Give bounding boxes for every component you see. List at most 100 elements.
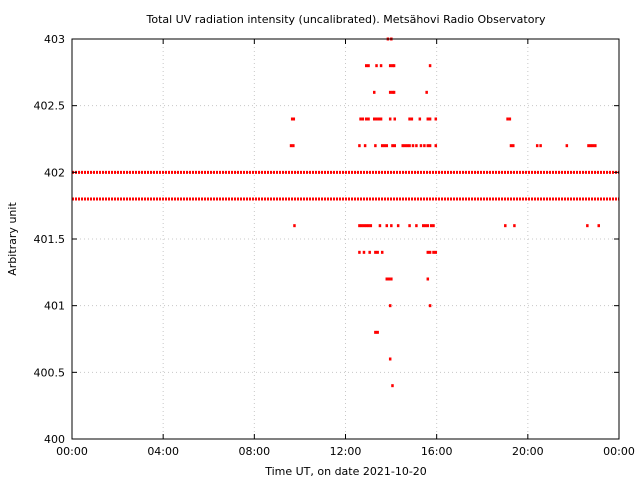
data-point bbox=[587, 144, 590, 148]
data-point bbox=[434, 117, 438, 121]
y-tick-label: 400.5 bbox=[34, 366, 66, 379]
data-point bbox=[390, 224, 393, 228]
data-point bbox=[365, 64, 368, 68]
data-point bbox=[434, 250, 438, 254]
data-point bbox=[428, 144, 432, 148]
x-tick-label: 00:00 bbox=[56, 445, 88, 458]
y-tick-label: 401 bbox=[44, 300, 65, 313]
data-point bbox=[387, 277, 391, 281]
x-axis: 00:00 04:00 08:00 12:00 16:00 20:00 00:00 bbox=[56, 39, 635, 458]
x-tick-label: 08:00 bbox=[238, 445, 270, 458]
data-point bbox=[374, 330, 377, 334]
data-point bbox=[428, 304, 432, 308]
data-point bbox=[390, 277, 393, 281]
data-point bbox=[421, 224, 425, 228]
data-point bbox=[426, 117, 430, 121]
data-point bbox=[424, 224, 427, 228]
data-point bbox=[591, 144, 595, 148]
data-point bbox=[506, 117, 509, 121]
x-axis-label: Time UT, on date 2021-10-20 bbox=[264, 465, 427, 478]
data-point bbox=[388, 357, 392, 361]
data-point bbox=[425, 90, 428, 94]
data-point bbox=[428, 117, 432, 121]
data-point bbox=[513, 224, 516, 228]
data-point bbox=[392, 90, 396, 94]
data-point bbox=[432, 250, 435, 254]
data-point bbox=[565, 144, 569, 148]
data-point bbox=[380, 250, 384, 254]
data-point bbox=[423, 144, 426, 148]
data-point bbox=[415, 144, 418, 148]
data-point bbox=[391, 144, 394, 148]
data-point bbox=[403, 144, 407, 148]
data-point bbox=[358, 144, 361, 148]
data-point bbox=[408, 117, 411, 121]
data-point bbox=[363, 144, 367, 148]
data-point bbox=[388, 90, 392, 94]
chart-title: Total UV radiation intensity (uncalibrat… bbox=[146, 13, 546, 26]
data-point bbox=[358, 224, 361, 228]
data-point bbox=[432, 224, 435, 228]
data-point bbox=[379, 64, 383, 68]
data-point bbox=[393, 117, 397, 121]
data-point bbox=[539, 144, 542, 148]
data-point bbox=[428, 64, 432, 68]
data-point bbox=[362, 250, 366, 254]
data-point bbox=[361, 117, 365, 121]
y-axis: 400 400.5 401 401.5 402 402.5 403 bbox=[34, 33, 619, 446]
data-point bbox=[508, 117, 512, 121]
data-point bbox=[512, 144, 515, 148]
data-point bbox=[388, 304, 392, 308]
data-point bbox=[597, 224, 600, 228]
data-point bbox=[372, 117, 376, 121]
data-point bbox=[375, 117, 378, 121]
data-point bbox=[380, 144, 384, 148]
data-point bbox=[369, 224, 373, 228]
y-tick-label: 401.5 bbox=[34, 233, 66, 246]
data-point bbox=[365, 224, 368, 228]
data-point bbox=[406, 144, 409, 148]
data-point bbox=[388, 117, 392, 121]
data-point bbox=[426, 224, 430, 228]
data-point bbox=[388, 64, 392, 68]
y-tick-label: 400 bbox=[44, 433, 65, 446]
data-point bbox=[586, 224, 589, 228]
data-point bbox=[418, 117, 422, 121]
data-point bbox=[411, 144, 415, 148]
data-point bbox=[375, 64, 378, 68]
data-point bbox=[367, 117, 370, 121]
data-point bbox=[289, 144, 293, 148]
data-point bbox=[292, 117, 296, 121]
data-point bbox=[391, 384, 394, 388]
data-point bbox=[292, 144, 295, 148]
data-point bbox=[293, 224, 296, 228]
data-point bbox=[391, 90, 394, 94]
data-point bbox=[367, 224, 370, 228]
x-tick-label: 04:00 bbox=[147, 445, 179, 458]
data-point bbox=[396, 224, 400, 228]
data-point bbox=[401, 144, 404, 148]
data-point bbox=[419, 144, 423, 148]
data-point bbox=[594, 144, 597, 148]
data-point bbox=[589, 144, 593, 148]
data-point bbox=[393, 144, 397, 148]
data-point bbox=[379, 117, 383, 121]
data-point bbox=[374, 144, 377, 148]
y-tick-label: 402 bbox=[44, 166, 65, 179]
data-point bbox=[535, 144, 539, 148]
data-point bbox=[365, 117, 368, 121]
data-point bbox=[359, 117, 362, 121]
data-point bbox=[391, 64, 394, 68]
data-point bbox=[372, 90, 376, 94]
data-point bbox=[504, 224, 507, 228]
data-point bbox=[429, 224, 433, 228]
data-point bbox=[376, 330, 379, 334]
data-point bbox=[426, 144, 430, 148]
y-axis-label: Arbitrary unit bbox=[6, 202, 19, 276]
x-tick-label: 12:00 bbox=[330, 445, 362, 458]
data-point bbox=[378, 224, 382, 228]
data-point bbox=[360, 224, 363, 228]
data-point bbox=[408, 224, 411, 228]
y-tick-label: 402.5 bbox=[34, 100, 66, 113]
